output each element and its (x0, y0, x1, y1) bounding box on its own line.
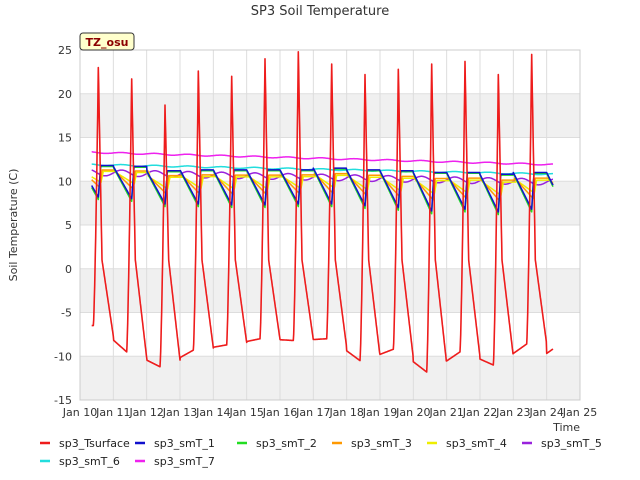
y-tick-label: 5 (65, 219, 72, 232)
series-line-sp3-smt-4 (91, 170, 554, 197)
legend-label: sp3_Tsurface (59, 437, 130, 450)
y-tick-label: -15 (54, 394, 72, 407)
legend-label: sp3_smT_3 (351, 437, 412, 450)
x-tick-label: Jan 19 (362, 406, 397, 419)
y-tick-label: 20 (58, 88, 72, 101)
tz-annotation-text: TZ_osu (86, 36, 129, 49)
y-tick-label: -5 (61, 307, 72, 320)
series-line-sp3-smt-1 (91, 164, 554, 213)
x-tick-label: Jan 11 (95, 406, 130, 419)
x-tick-label: Jan 13 (162, 406, 197, 419)
series-line-sp3-tsurface (91, 50, 554, 373)
y-tick-label: -10 (54, 350, 72, 363)
series-line-sp3-smt-3 (91, 169, 554, 202)
x-tick-label: Jan 12 (128, 406, 163, 419)
x-tick-label: Jan 18 (328, 406, 363, 419)
legend-label: sp3_smT_6 (59, 455, 120, 468)
plot-band (80, 268, 580, 313)
y-axis-label: Soil Temperature (C) (7, 169, 20, 282)
x-tick-label: Jan 15 (228, 406, 263, 419)
y-tick-label: 10 (58, 175, 72, 188)
x-tick-label: Jan 23 (495, 406, 530, 419)
x-tick-label: Jan 22 (462, 406, 497, 419)
series-line-sp3-smt-7 (91, 151, 554, 166)
plot-band (80, 356, 580, 400)
x-tick-label: Jan 21 (428, 406, 463, 419)
x-axis-label: Time (552, 421, 580, 434)
x-tick-label: Jan 10 (62, 406, 97, 419)
legend-label: sp3_smT_7 (154, 455, 215, 468)
x-tick-label: Jan 17 (295, 406, 330, 419)
x-tick-label: Jan 25 (562, 406, 597, 419)
legend: sp3_Tsurface sp3_smT_1 sp3_smT_2 sp3_smT_3 s… (40, 437, 602, 468)
x-tick-label: Jan 20 (395, 406, 430, 419)
tz-annotation-box (79, 32, 135, 51)
legend-label: sp3_smT_4 (446, 437, 507, 450)
tz-annotation: TZ_osu (79, 32, 135, 51)
y-axis-ticks: -15 -10 -5 0 5 10 15 20 25 (54, 44, 72, 407)
series-line-sp3-smt-2 (91, 165, 554, 216)
plot-frame (79, 49, 581, 401)
y-tick-label: 0 (65, 263, 72, 276)
y-tick-label: 15 (58, 132, 72, 145)
x-tick-label: Jan 24 (528, 406, 563, 419)
legend-label: sp3_smT_5 (541, 437, 602, 450)
series-layer (91, 50, 554, 373)
y-tick-label: 25 (58, 44, 72, 57)
legend-label: sp3_smT_1 (154, 437, 215, 450)
legend-label: sp3_smT_2 (256, 437, 317, 450)
x-tick-label: Jan 14 (195, 406, 230, 419)
chart-title: SP3 Soil Temperature (251, 4, 389, 19)
x-tick-label: Jan 16 (262, 406, 297, 419)
